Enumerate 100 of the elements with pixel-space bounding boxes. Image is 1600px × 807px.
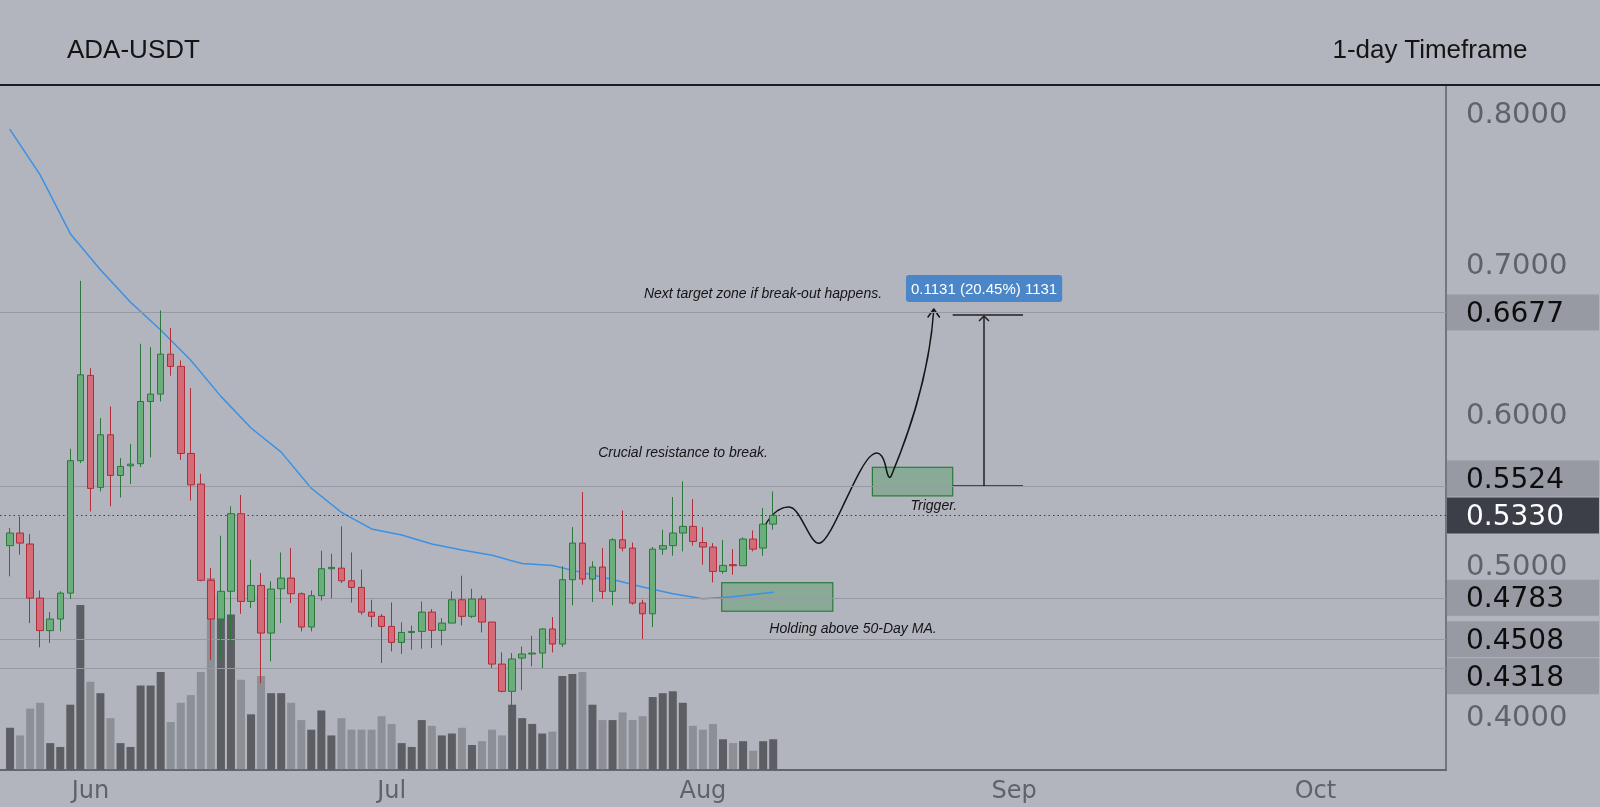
bar	[729, 743, 738, 770]
candlestick	[16, 515, 24, 556]
annotation: Crucial resistance to break.	[598, 444, 768, 460]
candlestick	[438, 617, 446, 646]
bar	[367, 729, 376, 770]
bar	[638, 716, 647, 770]
y-tick-label: 0.5000	[1466, 548, 1568, 583]
ref-line-label: 0.4508	[1466, 622, 1564, 656]
candlestick	[107, 405, 114, 507]
bar	[36, 702, 45, 770]
candlestick	[549, 616, 556, 653]
ref-line-label: 0.5524	[1466, 461, 1564, 495]
candlestick	[26, 533, 34, 624]
candlestick	[579, 491, 586, 586]
candlestick	[719, 539, 727, 575]
candlestick	[328, 553, 335, 599]
bar	[618, 712, 627, 770]
candlestick	[428, 608, 436, 649]
candlestick	[759, 507, 767, 557]
candlestick	[729, 548, 737, 576]
candlestick	[589, 560, 596, 603]
candlestick	[237, 494, 245, 615]
bar	[578, 672, 587, 770]
candlestick	[177, 360, 185, 461]
bar	[16, 735, 25, 770]
bar	[357, 729, 366, 770]
bar	[628, 720, 637, 770]
candlestick	[277, 551, 285, 624]
candlestick	[368, 599, 375, 628]
chart-subtitle: 1-day Timeframe	[1332, 34, 1528, 64]
candlestick	[87, 367, 94, 512]
candlestick	[267, 580, 275, 662]
bar	[186, 695, 195, 770]
candlestick	[6, 527, 14, 577]
bar	[488, 729, 497, 770]
candlestick	[77, 280, 84, 464]
bar	[749, 750, 758, 770]
candlestick	[769, 490, 777, 531]
candlestick	[458, 575, 466, 626]
bar	[708, 723, 717, 770]
candlestick	[699, 526, 707, 566]
bar	[548, 731, 557, 770]
bar	[176, 702, 185, 770]
candlestick	[498, 651, 506, 693]
x-tick-label: Oct	[1294, 776, 1337, 804]
candlestick	[669, 496, 677, 557]
bar	[688, 725, 697, 770]
candlestick	[127, 443, 134, 485]
candlestick	[619, 509, 626, 552]
candlestick	[689, 498, 697, 547]
bar	[166, 722, 175, 770]
candlestick	[639, 599, 646, 640]
ref-line-label: 0.6677	[1466, 295, 1564, 329]
bar	[26, 708, 35, 770]
ref-line-label: 0.4783	[1466, 581, 1564, 615]
candlestick	[388, 601, 395, 652]
candlestick	[167, 327, 174, 377]
candlestick	[97, 417, 104, 492]
candlestick	[599, 547, 606, 600]
candlestick	[358, 569, 365, 616]
candlestick	[649, 546, 656, 628]
candlestick	[318, 550, 325, 602]
candlestick	[629, 542, 636, 606]
candlestick	[418, 600, 426, 650]
candlestick	[569, 526, 576, 606]
bar	[287, 702, 296, 770]
candlestick	[67, 448, 74, 600]
x-tick-label: Jun	[69, 776, 110, 804]
candlestick	[518, 645, 526, 691]
bar	[387, 723, 396, 770]
bar	[427, 725, 436, 770]
candlestick	[539, 627, 546, 669]
candlestick	[528, 635, 536, 667]
bar	[698, 729, 707, 770]
bar	[106, 718, 115, 770]
y-tick-label: 0.7000	[1466, 246, 1568, 281]
bar	[598, 720, 607, 770]
candlestick	[739, 536, 747, 567]
candlestick	[378, 613, 385, 664]
candlestick	[679, 480, 687, 552]
annotation: Holding above 50-Day MA.	[769, 620, 937, 636]
candlestick	[197, 473, 205, 582]
candlestick	[398, 621, 405, 655]
annotation: Trigger.	[910, 497, 958, 514]
candlestick	[559, 565, 566, 648]
candlestick	[468, 588, 476, 619]
candlestick	[187, 387, 195, 501]
candlestick	[448, 590, 456, 624]
candlestick	[488, 621, 496, 669]
x-tick-label: Sep	[991, 776, 1037, 804]
bar	[257, 675, 266, 770]
candlestick	[709, 542, 717, 583]
bar	[457, 727, 466, 770]
chart-title: ADA-USDT	[67, 34, 201, 64]
y-tick-label: 0.4000	[1466, 698, 1568, 733]
candlestick	[308, 589, 315, 632]
candlestick	[749, 529, 757, 552]
bar	[347, 729, 356, 770]
candlestick	[659, 529, 667, 556]
candlestick	[137, 343, 144, 468]
